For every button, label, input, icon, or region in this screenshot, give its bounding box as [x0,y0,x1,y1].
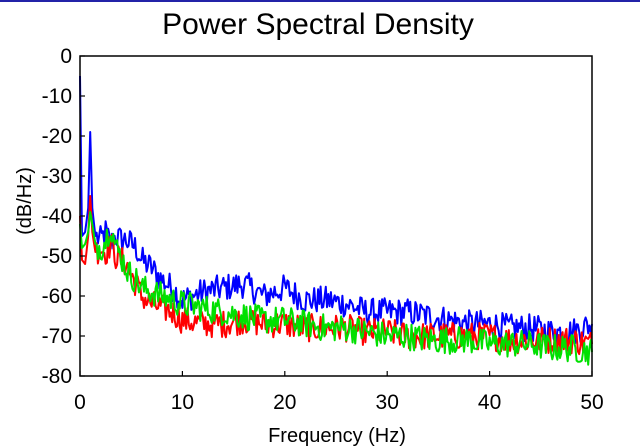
x-tick-label: 30 [376,391,399,414]
y-tick-label: -50 [42,245,72,268]
chart-title: Power Spectral Density [162,8,474,41]
y-tick-label: -10 [42,85,72,108]
tick-layer: 0-10-20-30-40-50-60-70-800 10 20 30 40 50 [42,45,604,414]
series-layer [79,75,593,366]
series-line-3 [79,211,593,366]
y-tick-label: -70 [42,325,72,348]
y-tick-label: -20 [42,125,72,148]
y-tick-label: -80 [42,365,72,388]
top-border [0,0,640,2]
series-line-1 [79,75,593,346]
x-tick-label: 50 [580,391,603,414]
x-tick-label: 20 [273,391,296,414]
x-tick-label: 40 [478,391,501,414]
x-tick-label: 10 [171,391,194,414]
y-tick-label: 0 [60,45,72,68]
y-tick-label: -60 [42,285,72,308]
x-tick-label: 0 [74,391,86,414]
y-axis-label: (dB/Hz) [14,167,36,235]
x-axis-label: Frequency (Hz) [268,425,406,447]
y-tick-label: -30 [42,165,72,188]
y-tick-label: -40 [42,205,72,228]
